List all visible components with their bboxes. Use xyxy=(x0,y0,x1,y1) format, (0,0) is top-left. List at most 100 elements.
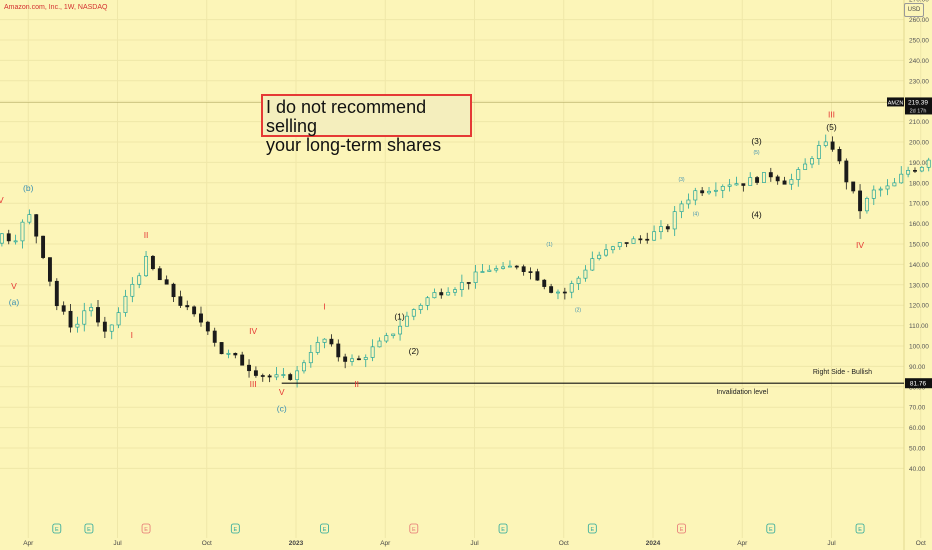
candle-body xyxy=(816,145,821,159)
event-marker-letter: E xyxy=(412,527,416,533)
event-marker-letter: E xyxy=(590,527,594,533)
wave-label: (1) xyxy=(394,311,405,321)
candle-body xyxy=(308,352,313,364)
dividend-marker[interactable] xyxy=(141,523,151,534)
candle-body xyxy=(41,235,46,258)
candle-body xyxy=(34,214,39,237)
event-marker-letter: E xyxy=(144,527,148,533)
earnings-marker[interactable] xyxy=(766,523,776,534)
current-price-tag xyxy=(905,97,932,115)
candle-body xyxy=(164,279,169,285)
time-tick-label: Jul xyxy=(470,540,479,547)
candle-body xyxy=(713,189,718,192)
current-price-text: 219.39 xyxy=(908,99,928,106)
wave-label: III xyxy=(828,110,835,120)
candle-body xyxy=(212,330,217,343)
price-tick-label: 150.00 xyxy=(909,242,929,249)
time-tick-label: 2023 xyxy=(289,540,304,547)
wave-label: I xyxy=(131,330,133,340)
candle-body xyxy=(75,323,80,328)
invalidation-price-tag xyxy=(905,378,932,389)
candle-body xyxy=(384,335,389,342)
candle-body xyxy=(130,283,135,297)
wave-label: II xyxy=(144,230,149,240)
candle-body xyxy=(226,352,231,355)
event-marker-letter: E xyxy=(233,527,237,533)
dividend-marker[interactable] xyxy=(409,523,419,534)
candle-body xyxy=(473,271,478,284)
candle-body xyxy=(432,292,437,299)
wave-label: IV xyxy=(249,326,257,336)
time-tick-label: Apr xyxy=(23,540,34,547)
candle-body xyxy=(322,338,327,343)
earnings-marker[interactable] xyxy=(84,523,94,534)
dividend-marker[interactable] xyxy=(677,523,686,534)
event-marker-letter: E xyxy=(87,527,91,533)
wave-label: II xyxy=(354,379,359,389)
candle-body xyxy=(439,292,444,296)
candle-body xyxy=(665,226,670,230)
event-marker-letter: E xyxy=(858,527,862,533)
bar-countdown-text: 2d 17h xyxy=(910,108,927,114)
event-marker-letter: E xyxy=(680,527,684,533)
candle-body xyxy=(13,240,18,243)
price-tick-label: 170.00 xyxy=(909,201,929,208)
candle-body xyxy=(171,283,176,298)
candle-body xyxy=(425,297,430,306)
candle-body xyxy=(803,163,808,170)
event-marker-letter: E xyxy=(323,527,327,533)
candle-body xyxy=(356,358,361,361)
time-tick-label: Apr xyxy=(380,540,391,547)
wave-label: V xyxy=(279,387,285,397)
currency-button[interactable]: USD xyxy=(904,3,924,17)
candle-body xyxy=(686,199,691,205)
earnings-marker[interactable] xyxy=(587,523,597,534)
candle-body xyxy=(253,370,258,376)
candle-body xyxy=(755,177,760,183)
candle-body xyxy=(0,233,4,244)
candle-body xyxy=(562,291,567,294)
candle-body xyxy=(398,325,403,335)
candle-body xyxy=(192,306,197,315)
invalidation-label: Invalidation level xyxy=(716,389,768,396)
candle-body xyxy=(404,315,409,327)
candle-body xyxy=(487,269,492,272)
callout-box: I do not recommend selling your long-ter… xyxy=(261,94,472,155)
candle-body xyxy=(446,291,451,296)
candle-body xyxy=(137,275,142,285)
event-marker-letter: E xyxy=(55,527,59,533)
candle-body xyxy=(700,190,705,194)
earnings-marker[interactable] xyxy=(230,523,240,534)
earnings-marker[interactable] xyxy=(52,523,62,534)
candle-body xyxy=(288,374,293,380)
time-tick-label: Jul xyxy=(113,540,122,547)
event-marker-letter: E xyxy=(769,527,773,533)
candle-body xyxy=(20,221,25,242)
wave-label: (2) xyxy=(409,346,420,356)
earnings-marker[interactable] xyxy=(498,523,508,534)
wave-label: (5) xyxy=(753,150,759,156)
price-tick-label: 180.00 xyxy=(909,180,929,187)
wave-label: (2) xyxy=(575,307,581,313)
candle-body xyxy=(720,185,725,191)
candle-body xyxy=(350,358,354,362)
candle-body xyxy=(199,313,203,323)
wave-label: I xyxy=(323,301,325,311)
candle-body xyxy=(528,271,533,273)
candle-body xyxy=(480,271,485,273)
candle-body xyxy=(418,304,423,310)
candle-body xyxy=(871,189,876,199)
time-tick-label: Jul xyxy=(827,540,836,547)
price-tick-label: 230.00 xyxy=(909,78,929,85)
earnings-marker[interactable] xyxy=(855,523,865,534)
candle-body xyxy=(604,249,608,256)
price-tick-label: 260.00 xyxy=(909,17,929,24)
time-tick-label: Oct xyxy=(916,540,926,547)
price-tick-label: 240.00 xyxy=(909,58,929,65)
candle-body xyxy=(68,310,73,328)
wave-label: (3) xyxy=(678,177,684,183)
earnings-marker[interactable] xyxy=(320,523,329,534)
wave-label: IV xyxy=(0,195,4,205)
candle-body xyxy=(336,343,341,358)
